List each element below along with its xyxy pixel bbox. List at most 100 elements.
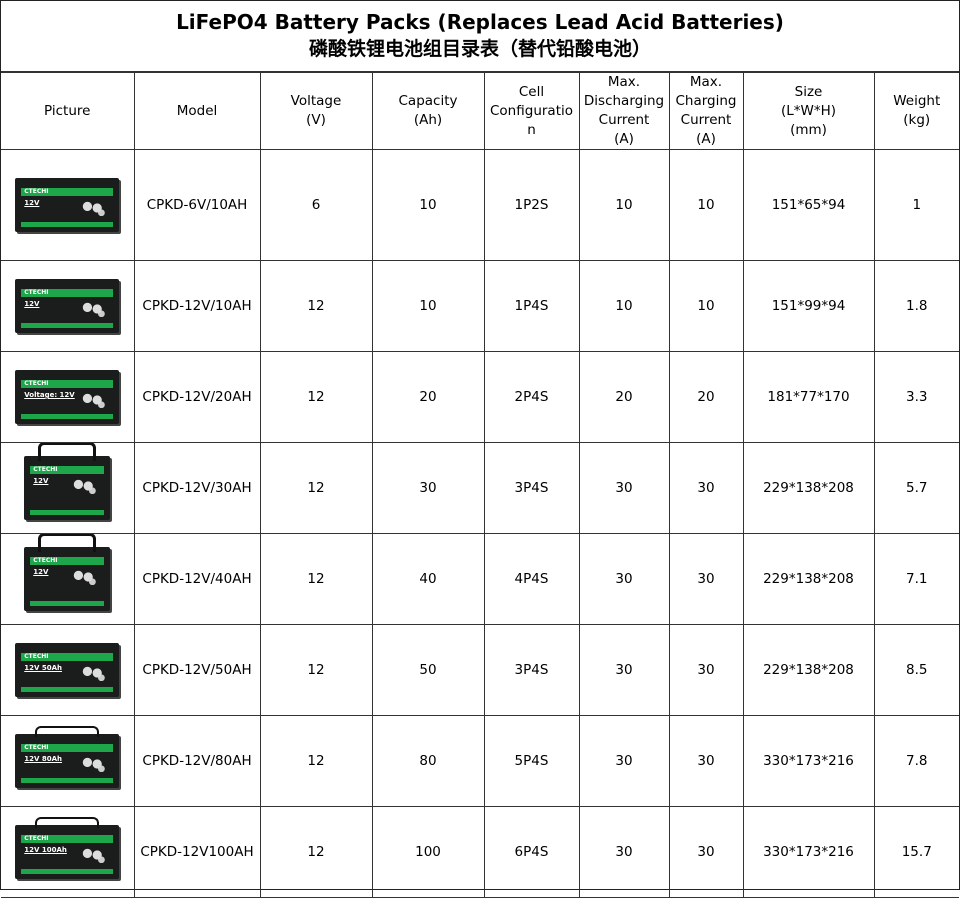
cell-size: 151*99*94 (742, 260, 875, 352)
cell-size: 330*173*216 (742, 715, 875, 807)
cell-discharge: 30 (578, 624, 670, 716)
header-row: Picture Model Voltage (V) Capacity (Ah) Cell… (1, 72, 959, 150)
battery-image: CTECHI Voltage: 12V (15, 370, 120, 424)
battery-logo: CTECHI (24, 188, 49, 195)
battery-logo: CTECHI (24, 653, 49, 660)
cell-config: 4P4S (483, 533, 580, 625)
battery-label: 12V (24, 199, 40, 207)
cell-weight: 15.7 (873, 806, 959, 898)
battery-picture-cell: CTECHI 12V 50Ah (1, 624, 135, 716)
world-map-graphic (70, 478, 99, 494)
column-header-size: Size (L*W*H) (mm) (742, 72, 875, 150)
battery-spec-table: Picture Model Voltage (V) Capacity (Ah) Cell… (1, 72, 959, 898)
battery-picture-cell: CTECHI 12V (1, 149, 135, 261)
table-row: CTECHI 12V CPKD-12V/10AH 12 10 1P4S 10 10 151*… (1, 260, 959, 352)
table-row: CTECHI 12V CPKD-12V/40AH 12 40 4P4S 30 30 229*… (1, 533, 959, 625)
column-header-cell-configuration: Cell Configuratio n (483, 72, 580, 150)
cell-charge: 30 (668, 806, 744, 898)
cell-capacity: 100 (371, 806, 485, 898)
battery-label: 12V 100Ah (24, 846, 67, 854)
cell-capacity: 10 (371, 260, 485, 352)
cell-capacity: 80 (371, 715, 485, 807)
cell-charge: 10 (668, 260, 744, 352)
catalog-title: LiFePO4 Battery Packs (Replaces Lead Aci… (1, 1, 959, 72)
battery-handle (38, 534, 97, 552)
cell-size: 151*65*94 (742, 149, 875, 261)
table-row: CTECHI 12V 80Ah CPKD-12V/80AH 12 80 5P4S 30 3… (1, 715, 959, 807)
cell-capacity: 10 (371, 149, 485, 261)
cell-weight: 7.1 (873, 533, 959, 625)
world-map-graphic (79, 200, 108, 216)
title-chinese: 磷酸铁锂电池组目录表（替代铅酸电池） (308, 38, 651, 60)
cell-config: 3P4S (483, 624, 580, 716)
cell-charge: 30 (668, 533, 744, 625)
cell-discharge: 10 (578, 260, 670, 352)
battery-logo: CTECHI (33, 557, 58, 564)
cell-voltage: 12 (259, 806, 373, 898)
cell-size: 330*173*216 (742, 806, 875, 898)
battery-logo: CTECHI (24, 289, 49, 296)
battery-label: 12V (24, 300, 40, 308)
title-english: LiFePO4 Battery Packs (Replaces Lead Aci… (176, 10, 784, 34)
column-header-model: Model (133, 72, 261, 150)
battery-image: CTECHI 12V (15, 279, 120, 333)
cell-charge: 30 (668, 715, 744, 807)
cell-config: 1P2S (483, 149, 580, 261)
cell-model: CPKD-12V/40AH (133, 533, 261, 625)
cell-config: 5P4S (483, 715, 580, 807)
world-map-graphic (79, 301, 108, 317)
battery-label: Voltage: 12V (24, 391, 75, 399)
column-header-picture: Picture (1, 72, 135, 150)
world-map-graphic (79, 392, 108, 408)
cell-voltage: 12 (259, 624, 373, 716)
battery-picture-cell: CTECHI 12V 100Ah (1, 806, 135, 898)
table-row: CTECHI 12V 50Ah CPKD-12V/50AH 12 50 3P4S 30 3… (1, 624, 959, 716)
cell-model: CPKD-6V/10AH (133, 149, 261, 261)
battery-logo: CTECHI (24, 744, 49, 751)
cell-weight: 3.3 (873, 351, 959, 443)
cell-model: CPKD-12V100AH (133, 806, 261, 898)
world-map-graphic (79, 665, 108, 681)
battery-image: CTECHI 12V 100Ah (15, 817, 120, 879)
world-map-graphic (79, 847, 108, 863)
cell-config: 6P4S (483, 806, 580, 898)
battery-image: CTECHI 12V (24, 534, 111, 611)
battery-logo: CTECHI (24, 380, 49, 387)
battery-handle (35, 726, 100, 737)
cell-model: CPKD-12V/50AH (133, 624, 261, 716)
battery-image: CTECHI 12V 50Ah (15, 643, 120, 697)
battery-image: CTECHI 12V (15, 178, 120, 232)
battery-image: CTECHI 12V (24, 443, 111, 520)
battery-label: 12V 80Ah (24, 755, 62, 763)
cell-voltage: 12 (259, 351, 373, 443)
cell-voltage: 6 (259, 149, 373, 261)
cell-capacity: 20 (371, 351, 485, 443)
cell-size: 229*138*208 (742, 533, 875, 625)
battery-logo: CTECHI (33, 466, 58, 473)
battery-handle (38, 443, 97, 461)
cell-voltage: 12 (259, 442, 373, 534)
cell-discharge: 30 (578, 715, 670, 807)
table-row: CTECHI 12V CPKD-12V/30AH 12 30 3P4S 30 30 229*… (1, 442, 959, 534)
column-header-weight: Weight (kg) (873, 72, 959, 150)
cell-model: CPKD-12V/30AH (133, 442, 261, 534)
battery-picture-cell: CTECHI 12V (1, 442, 135, 534)
cell-weight: 1.8 (873, 260, 959, 352)
cell-config: 3P4S (483, 442, 580, 534)
cell-weight: 1 (873, 149, 959, 261)
cell-model: CPKD-12V/10AH (133, 260, 261, 352)
cell-model: CPKD-12V/80AH (133, 715, 261, 807)
battery-image: CTECHI 12V 80Ah (15, 726, 120, 788)
battery-handle (35, 817, 100, 828)
column-header-voltage: Voltage (V) (259, 72, 373, 150)
cell-size: 229*138*208 (742, 624, 875, 716)
cell-weight: 8.5 (873, 624, 959, 716)
table-row: CTECHI 12V CPKD-6V/10AH 6 10 1P2S 10 10 151*65… (1, 149, 959, 261)
cell-capacity: 30 (371, 442, 485, 534)
cell-weight: 5.7 (873, 442, 959, 534)
cell-config: 1P4S (483, 260, 580, 352)
cell-charge: 20 (668, 351, 744, 443)
cell-charge: 30 (668, 442, 744, 534)
cell-weight: 7.8 (873, 715, 959, 807)
